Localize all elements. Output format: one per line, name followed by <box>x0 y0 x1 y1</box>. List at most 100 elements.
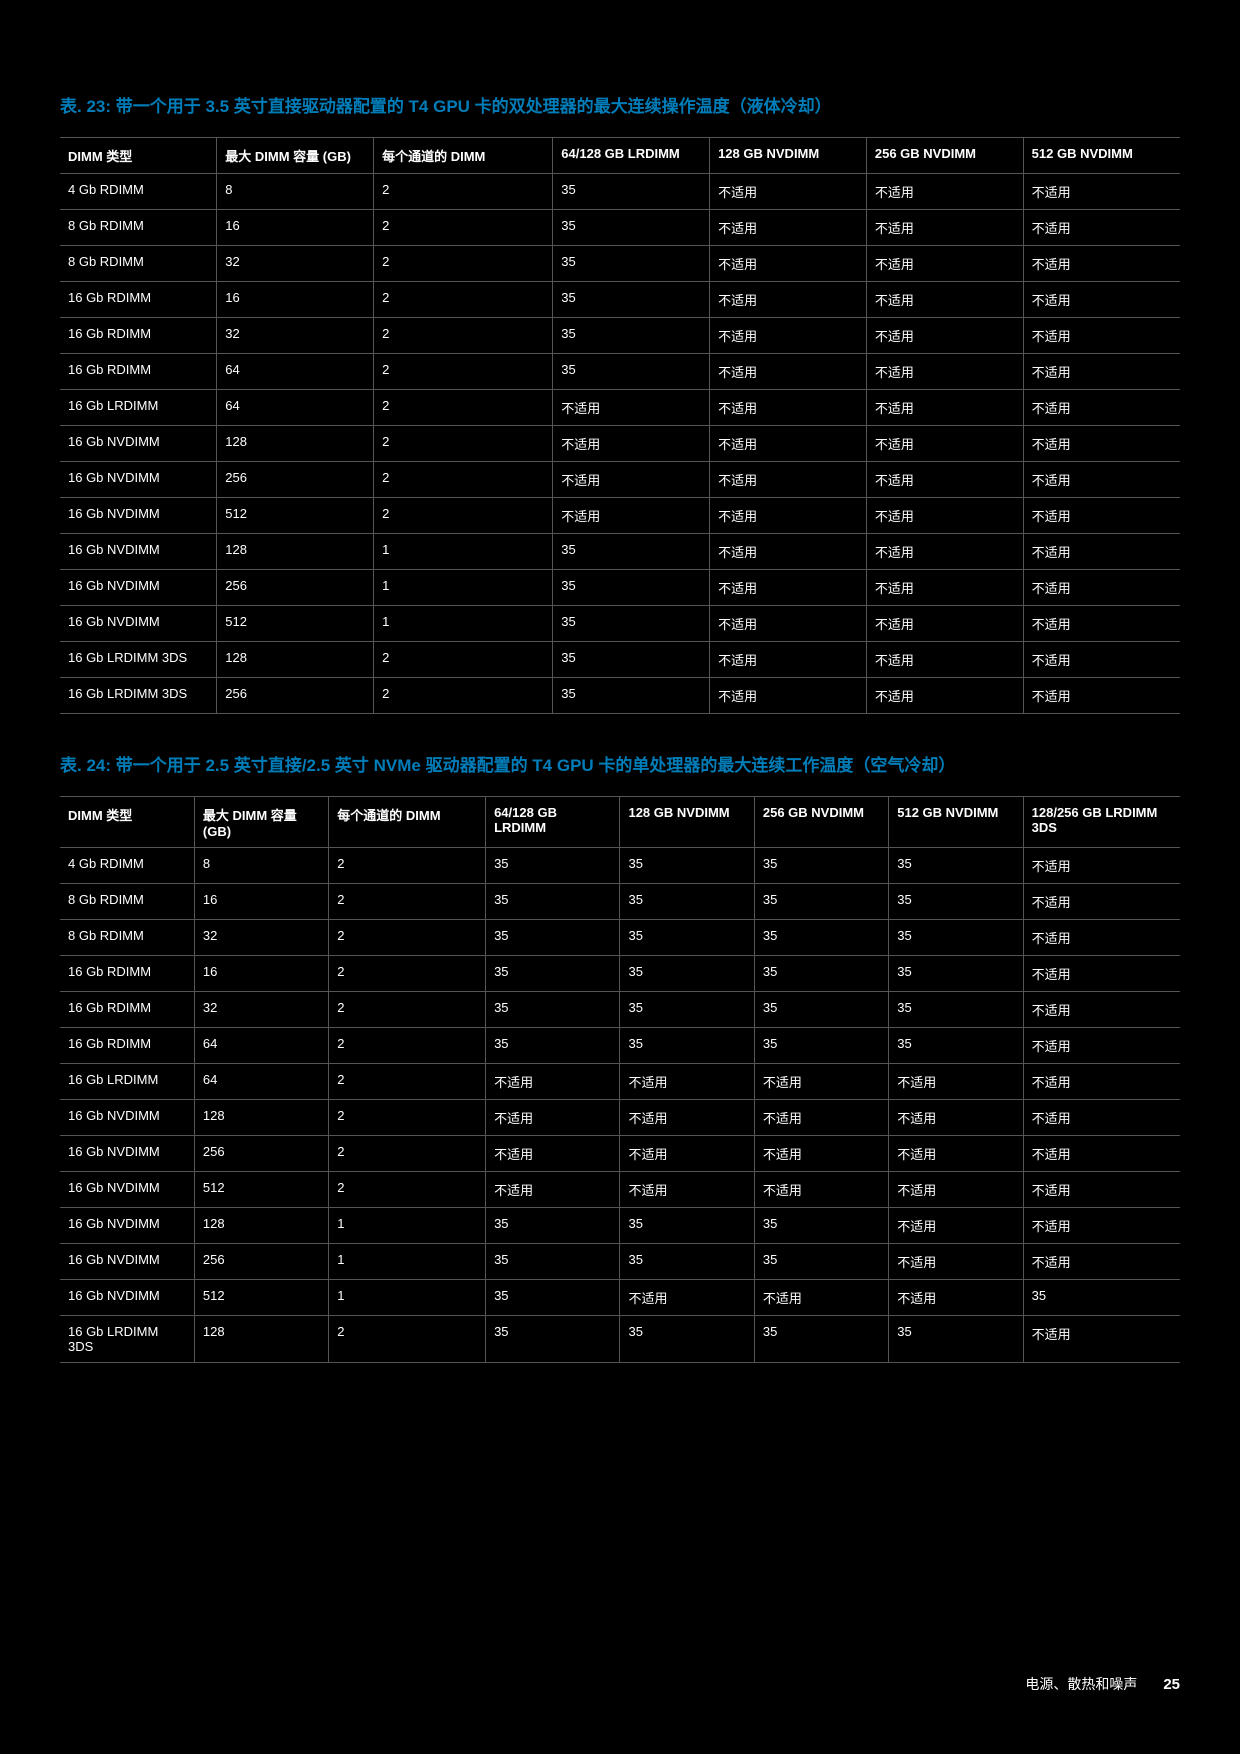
table-cell: 35 <box>553 533 710 569</box>
table-cell: 35 <box>889 1315 1023 1362</box>
table-cell: 1 <box>374 569 553 605</box>
table-cell: 不适用 <box>553 389 710 425</box>
table-cell: 不适用 <box>866 389 1023 425</box>
table-cell: 不适用 <box>710 677 867 713</box>
table-cell: 不适用 <box>1023 569 1180 605</box>
table-cell: 不适用 <box>1023 919 1180 955</box>
table-cell: 64 <box>217 353 374 389</box>
table-cell: 128 <box>194 1207 328 1243</box>
table-cell: 不适用 <box>710 641 867 677</box>
table-cell: 35 <box>486 1027 620 1063</box>
table-cell: 不适用 <box>889 1099 1023 1135</box>
table-cell: 不适用 <box>1023 1171 1180 1207</box>
table-cell: 64 <box>194 1027 328 1063</box>
table-cell: 不适用 <box>710 353 867 389</box>
table-cell: 2 <box>329 1099 486 1135</box>
table-cell: 不适用 <box>1023 425 1180 461</box>
table-cell: 16 Gb LRDIMM 3DS <box>60 1315 194 1362</box>
table-cell: 不适用 <box>754 1279 888 1315</box>
table-cell: 不适用 <box>486 1099 620 1135</box>
table-cell: 2 <box>329 1135 486 1171</box>
table-cell: 2 <box>329 1315 486 1362</box>
table-cell: 16 Gb NVDIMM <box>60 1243 194 1279</box>
table-cell: 8 Gb RDIMM <box>60 883 194 919</box>
table-row: 4 Gb RDIMM8235不适用不适用不适用 <box>60 173 1180 209</box>
table-cell: 35 <box>620 919 754 955</box>
table-cell: 35 <box>754 1243 888 1279</box>
table-cell: 35 <box>486 847 620 883</box>
table-cell: 35 <box>553 317 710 353</box>
table-cell: 不适用 <box>866 353 1023 389</box>
table23: DIMM 类型最大 DIMM 容量 (GB)每个通道的 DIMM64/128 G… <box>60 137 1180 714</box>
table-cell: 不适用 <box>1023 1315 1180 1362</box>
table-cell: 16 Gb RDIMM <box>60 317 217 353</box>
table-row: 16 Gb RDIMM32235不适用不适用不适用 <box>60 317 1180 353</box>
table-cell: 不适用 <box>1023 1207 1180 1243</box>
table-cell: 35 <box>889 847 1023 883</box>
table-cell: 8 Gb RDIMM <box>60 919 194 955</box>
table-cell: 不适用 <box>889 1279 1023 1315</box>
table-row: 16 Gb RDIMM32235353535不适用 <box>60 991 1180 1027</box>
table-cell: 2 <box>329 991 486 1027</box>
table-cell: 35 <box>754 991 888 1027</box>
table-cell: 不适用 <box>553 461 710 497</box>
table-cell: 不适用 <box>754 1135 888 1171</box>
table-cell: 不适用 <box>486 1063 620 1099</box>
table-cell: 16 Gb NVDIMM <box>60 497 217 533</box>
table-cell: 35 <box>553 641 710 677</box>
table-cell: 2 <box>329 847 486 883</box>
table-cell: 35 <box>620 1315 754 1362</box>
table-cell: 不适用 <box>754 1171 888 1207</box>
page-footer: 电源、散热和噪声 25 <box>1025 1674 1180 1694</box>
table-cell: 35 <box>486 1207 620 1243</box>
table-cell: 35 <box>754 847 888 883</box>
table-row: 8 Gb RDIMM16235353535不适用 <box>60 883 1180 919</box>
table-cell: 16 Gb LRDIMM 3DS <box>60 641 217 677</box>
table-cell: 不适用 <box>866 209 1023 245</box>
table-cell: 16 Gb RDIMM <box>60 991 194 1027</box>
table-cell: 2 <box>329 1027 486 1063</box>
table-cell: 不适用 <box>866 569 1023 605</box>
table-cell: 16 Gb NVDIMM <box>60 1207 194 1243</box>
table-cell: 16 Gb RDIMM <box>60 353 217 389</box>
table-cell: 不适用 <box>1023 245 1180 281</box>
table-cell: 2 <box>374 245 553 281</box>
table-cell: 16 Gb NVDIMM <box>60 1279 194 1315</box>
table-cell: 256 <box>194 1135 328 1171</box>
table-cell: 16 <box>217 209 374 245</box>
table-cell: 16 Gb NVDIMM <box>60 1171 194 1207</box>
column-header: DIMM 类型 <box>60 137 217 173</box>
table-cell: 35 <box>889 955 1023 991</box>
table-row: 16 Gb RDIMM16235353535不适用 <box>60 955 1180 991</box>
table-row: 16 Gb NVDIMM5122不适用不适用不适用不适用不适用 <box>60 1171 1180 1207</box>
table-cell: 不适用 <box>1023 1135 1180 1171</box>
table-row: 8 Gb RDIMM32235353535不适用 <box>60 919 1180 955</box>
table-cell: 不适用 <box>710 497 867 533</box>
table-cell: 512 <box>194 1279 328 1315</box>
table-cell: 不适用 <box>1023 847 1180 883</box>
table-cell: 不适用 <box>553 497 710 533</box>
table-cell: 32 <box>217 245 374 281</box>
table-cell: 2 <box>374 281 553 317</box>
table-row: 16 Gb NVDIMM1281353535不适用不适用 <box>60 1207 1180 1243</box>
table-cell: 不适用 <box>1023 1063 1180 1099</box>
table-cell: 35 <box>889 1027 1023 1063</box>
table-cell: 不适用 <box>710 605 867 641</box>
table-cell: 2 <box>374 353 553 389</box>
table-cell: 不适用 <box>866 497 1023 533</box>
table-cell: 不适用 <box>1023 991 1180 1027</box>
table-cell: 不适用 <box>866 533 1023 569</box>
table-cell: 35 <box>553 569 710 605</box>
table-cell: 2 <box>374 389 553 425</box>
table-row: 8 Gb RDIMM32235不适用不适用不适用 <box>60 245 1180 281</box>
table24: DIMM 类型最大 DIMM 容量 (GB)每个通道的 DIMM64/128 G… <box>60 796 1180 1363</box>
table-cell: 2 <box>329 883 486 919</box>
table-cell: 不适用 <box>866 677 1023 713</box>
table-cell: 35 <box>754 883 888 919</box>
table-cell: 不适用 <box>754 1063 888 1099</box>
column-header: 512 GB NVDIMM <box>889 796 1023 847</box>
table-cell: 不适用 <box>1023 641 1180 677</box>
table-cell: 不适用 <box>710 533 867 569</box>
table-cell: 16 Gb NVDIMM <box>60 1135 194 1171</box>
table-cell: 不适用 <box>1023 173 1180 209</box>
